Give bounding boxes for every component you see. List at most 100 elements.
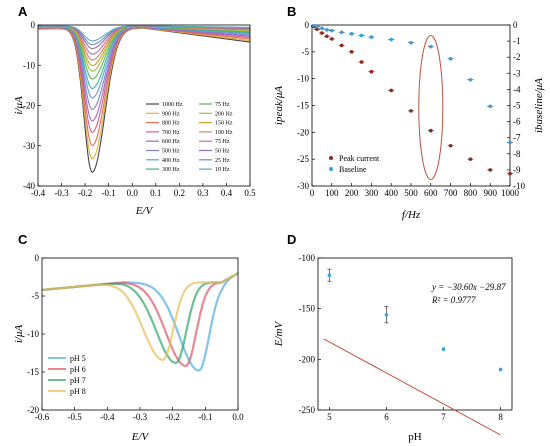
legend-label-a-1: 900 Hz: [162, 111, 180, 117]
data-point-b-0: [349, 50, 354, 54]
x-tick-label-a: 0.2: [174, 188, 185, 198]
panel-label-b: B: [287, 4, 296, 19]
legend-label-a-14: 25 Hz: [215, 158, 230, 164]
x-tick-label-a: 0.3: [197, 188, 209, 198]
legend-label-a-15: 10 Hz: [215, 167, 230, 173]
y-tick-label-right-b: -10: [513, 181, 525, 191]
panel-label-a: A: [18, 4, 28, 19]
series-line-a-5: [38, 26, 251, 111]
panel-label-d: D: [287, 232, 296, 247]
y-axis-label-d: E/mV: [273, 321, 285, 348]
x-tick-label-c: -0.6: [35, 412, 50, 422]
x-tick-label-b: 0: [310, 188, 315, 198]
y-tick-label-left-b: -25: [297, 154, 309, 164]
y-tick-label-right-b: -6: [513, 117, 521, 127]
x-tick-label-c: -0.2: [166, 412, 180, 422]
x-tick-label-a: -0.1: [102, 188, 116, 198]
data-point-b-0: [369, 69, 374, 74]
y-tick-label-d: -250: [299, 405, 316, 415]
y-tick-label-right-b: -5: [513, 101, 521, 111]
y-tick-label-right-b: -3: [513, 68, 521, 78]
y-tick-label-a: -30: [23, 141, 35, 151]
data-point-b-0: [429, 128, 433, 133]
data-point-b-1: [429, 44, 433, 49]
highlight-ellipse-b: [418, 35, 444, 180]
data-point-b-1: [409, 40, 413, 45]
x-tick-label-a: -0.3: [54, 188, 69, 198]
x-tick-label-b: 700: [444, 188, 458, 198]
legend-label-a-5: 500 Hz: [162, 149, 180, 155]
data-point-d: [441, 347, 446, 352]
y-tick-label-d: -150: [299, 304, 316, 314]
y-tick-label-right-b: -1: [513, 36, 521, 46]
y-tick-label-c: -20: [27, 405, 39, 415]
data-point-b-1: [325, 28, 329, 32]
data-point-b-1: [349, 32, 354, 36]
y-tick-label-a: 0: [31, 20, 36, 30]
data-point-b-1: [339, 30, 344, 35]
legend-marker-b-0: [329, 156, 333, 160]
y-tick-label-d: -100: [299, 253, 316, 263]
data-point-b-1: [389, 37, 394, 42]
y-tick-label-a: -20: [23, 101, 35, 111]
y-tick-label-right-b: -9: [513, 165, 521, 175]
y-tick-label-left-b: -15: [297, 101, 309, 111]
x-tick-label-a: -0.4: [31, 188, 46, 198]
y-tick-label-left-b: -10: [297, 74, 309, 84]
y-tick-label-c: -15: [27, 367, 39, 377]
x-axis-label-c: E/V: [131, 431, 150, 443]
y-axis-label-c: i/μA: [13, 325, 25, 344]
fit-r2-d: R² = 0.9777: [431, 295, 476, 305]
y-tick-label-left-b: 0: [305, 20, 310, 30]
data-point-b-1: [330, 28, 334, 33]
data-point-b-1: [488, 104, 493, 109]
x-tick-label-b: 300: [365, 188, 379, 198]
data-point-b-0: [359, 60, 364, 64]
y-tick-label-left-b: -30: [297, 181, 309, 191]
x-tick-label-b: 900: [483, 188, 497, 198]
panel-label-c: C: [18, 232, 28, 247]
y-tick-label-c: -10: [27, 329, 39, 339]
data-point-d: [498, 367, 503, 372]
data-point-b-1: [320, 26, 324, 31]
legend-label-a-6: 400 Hz: [162, 158, 180, 164]
y-tick-label-c: -5: [32, 291, 40, 301]
data-point-b-0: [409, 109, 413, 113]
y-axis-label-right-b: ibaseline/μA: [533, 78, 545, 133]
x-tick-label-a: 0.5: [244, 188, 256, 198]
legend-label-c-0: pH 5: [70, 354, 86, 363]
y-tick-label-right-b: -2: [513, 52, 521, 62]
x-tick-label-b: 100: [325, 188, 339, 198]
data-point-b-1: [468, 77, 473, 82]
data-point-b-0: [448, 143, 453, 148]
data-point-b-1: [448, 57, 453, 61]
x-tick-label-d: 5: [327, 412, 332, 422]
data-point-b-1: [369, 35, 374, 39]
legend-label-c-2: pH 7: [70, 376, 86, 385]
plot-frame-d: [317, 257, 513, 411]
series-line-a-15: [38, 25, 251, 42]
y-tick-label-left-b: -20: [297, 127, 309, 137]
x-axis-label-b: f/Hz: [402, 209, 421, 221]
data-point-b-0: [389, 88, 394, 93]
legend-label-c-1: pH 6: [70, 365, 86, 374]
legend-label-a-0: 1000 Hz: [162, 102, 183, 108]
data-point-b-0: [508, 171, 512, 176]
x-tick-label-c: -0.1: [198, 412, 212, 422]
data-point-b-0: [339, 43, 344, 48]
data-point-b-0: [320, 31, 324, 35]
data-point-b-1: [359, 33, 364, 38]
series-line-c-3: [41, 272, 239, 361]
x-tick-label-c: -0.5: [68, 412, 83, 422]
x-axis-label-d: pH: [408, 431, 422, 443]
y-tick-label-d: -200: [299, 354, 316, 364]
legend-label-c-3: pH 8: [70, 387, 86, 396]
y-tick-label-right-b: 0: [513, 20, 518, 30]
legend-label-a-12: 75 Hz: [215, 139, 230, 145]
x-tick-label-d: 6: [384, 412, 389, 422]
x-tick-label-a: 0.0: [127, 188, 139, 198]
y-tick-label-right-b: -4: [513, 84, 521, 94]
x-tick-label-c: -0.3: [133, 412, 148, 422]
y-tick-label-left-b: -5: [302, 47, 310, 57]
